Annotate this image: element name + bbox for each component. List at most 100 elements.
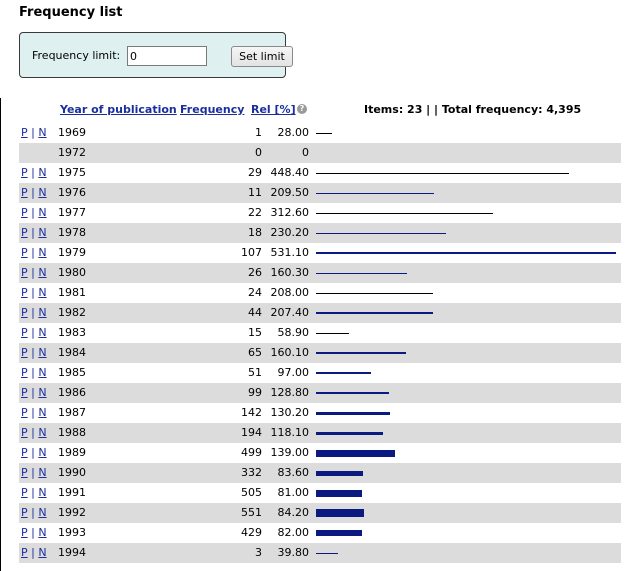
year-cell: 1990	[58, 466, 86, 479]
sort-rel-link[interactable]: Rel [%]	[251, 103, 296, 116]
rel-bar	[316, 333, 349, 334]
rel-cell: 58.90	[277, 326, 310, 339]
negative-filter-link[interactable]: N	[38, 466, 47, 479]
rel-cell: 230.20	[270, 226, 310, 239]
frequency-cell: 0	[255, 146, 262, 159]
sort-year-link[interactable]: Year of publication	[60, 103, 177, 116]
rel-cell: 81.00	[277, 486, 310, 499]
positive-filter-link[interactable]: P	[21, 446, 28, 459]
frequency-cell: 24	[248, 286, 262, 299]
rel-bar	[316, 252, 616, 254]
negative-filter-link[interactable]: N	[38, 326, 47, 339]
year-cell: 1978	[58, 226, 86, 239]
help-icon[interactable]: ?	[297, 104, 307, 114]
set-limit-button[interactable]: Set limit	[231, 46, 293, 67]
link-separator: |	[27, 406, 39, 419]
table-row: P | N 1982 44 207.40	[19, 303, 621, 323]
positive-filter-link[interactable]: P	[21, 426, 28, 439]
positive-filter-link[interactable]: P	[21, 306, 28, 319]
negative-filter-link[interactable]: N	[38, 266, 47, 279]
frequency-cell: 499	[241, 446, 262, 459]
sort-frequency-link[interactable]: Frequency	[180, 103, 245, 116]
positive-filter-link[interactable]: P	[21, 326, 28, 339]
pn-links: P | N	[21, 427, 47, 439]
pn-links: P | N	[21, 187, 47, 199]
positive-filter-link[interactable]: P	[21, 246, 28, 259]
positive-filter-link[interactable]: P	[21, 206, 28, 219]
positive-filter-link[interactable]: P	[21, 526, 28, 539]
negative-filter-link[interactable]: N	[38, 206, 47, 219]
negative-filter-link[interactable]: N	[38, 166, 47, 179]
rel-cell: 208.00	[270, 286, 310, 299]
negative-filter-link[interactable]: N	[38, 186, 47, 199]
positive-filter-link[interactable]: P	[21, 466, 28, 479]
positive-filter-link[interactable]: P	[21, 126, 28, 139]
pn-links: P | N	[21, 467, 47, 479]
positive-filter-link[interactable]: P	[21, 366, 28, 379]
negative-filter-link[interactable]: N	[38, 306, 47, 319]
rel-bar	[316, 553, 338, 554]
header-year: Year of publication	[60, 103, 177, 116]
summary-totals: Items: 23 | | Total frequency: 4,395	[364, 103, 582, 116]
negative-filter-link[interactable]: N	[38, 546, 47, 559]
table-row: P | N 1988 194 118.10	[19, 423, 621, 443]
pn-links: P | N	[21, 287, 47, 299]
negative-filter-link[interactable]: N	[38, 406, 47, 419]
negative-filter-link[interactable]: N	[38, 506, 47, 519]
positive-filter-link[interactable]: P	[21, 166, 28, 179]
year-cell: 1975	[58, 166, 86, 179]
frequency-limit-input[interactable]	[127, 46, 207, 66]
rel-cell: 0	[302, 146, 309, 159]
negative-filter-link[interactable]: N	[38, 346, 47, 359]
positive-filter-link[interactable]: P	[21, 286, 28, 299]
left-border	[0, 98, 1, 571]
negative-filter-link[interactable]: N	[38, 246, 47, 259]
link-separator: |	[27, 546, 39, 559]
negative-filter-link[interactable]: N	[38, 486, 47, 499]
positive-filter-link[interactable]: P	[21, 346, 28, 359]
negative-filter-link[interactable]: N	[38, 446, 47, 459]
negative-filter-link[interactable]: N	[38, 126, 47, 139]
positive-filter-link[interactable]: P	[21, 386, 28, 399]
rel-cell: 128.80	[270, 386, 310, 399]
positive-filter-link[interactable]: P	[21, 226, 28, 239]
table-row: P | N 1983 15 58.90	[19, 323, 621, 343]
positive-filter-link[interactable]: P	[21, 266, 28, 279]
pn-links: P | N	[21, 167, 47, 179]
table-row: P | N 1989 499 139.00	[19, 443, 621, 463]
rel-bar	[316, 530, 362, 536]
frequency-cell: 107	[241, 246, 262, 259]
frequency-cell: 65	[248, 346, 262, 359]
negative-filter-link[interactable]: N	[38, 426, 47, 439]
year-cell: 1984	[58, 346, 86, 359]
year-cell: 1988	[58, 426, 86, 439]
header-rel: Rel [%]	[251, 103, 296, 116]
link-separator: |	[27, 126, 39, 139]
positive-filter-link[interactable]: P	[21, 406, 28, 419]
rel-cell: 531.10	[270, 246, 310, 259]
table-row: P | N 1992 551 84.20	[19, 503, 621, 523]
frequency-cell: 22	[248, 206, 262, 219]
negative-filter-link[interactable]: N	[38, 386, 47, 399]
negative-filter-link[interactable]: N	[38, 366, 47, 379]
link-separator: |	[27, 246, 39, 259]
frequency-cell: 11	[248, 186, 262, 199]
rel-cell: 209.50	[270, 186, 310, 199]
year-cell: 1994	[58, 546, 86, 559]
negative-filter-link[interactable]: N	[38, 526, 47, 539]
link-separator: |	[27, 446, 39, 459]
link-separator: |	[27, 506, 39, 519]
negative-filter-link[interactable]: N	[38, 286, 47, 299]
rel-bar	[316, 273, 407, 274]
positive-filter-link[interactable]: P	[21, 486, 28, 499]
header-frequency: Frequency	[180, 103, 244, 116]
rel-bar	[316, 471, 363, 476]
positive-filter-link[interactable]: P	[21, 506, 28, 519]
positive-filter-link[interactable]: P	[21, 546, 28, 559]
year-cell: 1977	[58, 206, 86, 219]
link-separator: |	[27, 466, 39, 479]
frequency-cell: 332	[241, 466, 262, 479]
positive-filter-link[interactable]: P	[21, 186, 28, 199]
frequency-cell: 44	[248, 306, 262, 319]
negative-filter-link[interactable]: N	[38, 226, 47, 239]
